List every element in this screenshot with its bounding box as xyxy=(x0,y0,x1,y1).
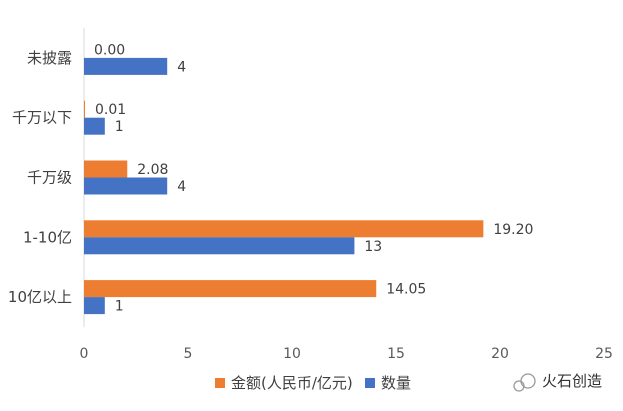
bar-count xyxy=(84,177,168,195)
bars xyxy=(84,57,484,315)
data-label: 13 xyxy=(364,239,382,255)
x-tick-label: 5 xyxy=(184,346,193,362)
axes: 0 5 10 15 20 25 xyxy=(80,28,613,362)
bar-count xyxy=(84,237,355,255)
x-tick-label: 0 xyxy=(80,346,89,362)
data-label: 1 xyxy=(115,119,124,135)
legend-swatch xyxy=(365,378,375,388)
bar-count xyxy=(84,57,168,75)
data-label: 4 xyxy=(177,179,186,195)
bar-count xyxy=(84,297,105,315)
x-tick-label: 15 xyxy=(387,346,405,362)
x-tick-label: 20 xyxy=(491,346,509,362)
x-tick-label: 25 xyxy=(595,346,613,362)
bar-amount xyxy=(84,160,128,178)
legend-label: 金额(人民币/亿元) xyxy=(231,374,353,392)
legend-swatch xyxy=(215,378,225,388)
bar-count xyxy=(84,117,105,135)
category-label: 10亿以上 xyxy=(8,288,72,306)
wechat-icon xyxy=(520,373,536,389)
legend: 金额(人民币/亿元) 数量 xyxy=(215,374,411,392)
bar-amount xyxy=(84,100,85,118)
legend-label: 数量 xyxy=(381,374,411,392)
data-label: 4 xyxy=(177,59,186,75)
watermark: 火石创造 xyxy=(513,372,602,392)
category-label: 千万级 xyxy=(27,169,72,187)
bar-amount xyxy=(84,220,484,238)
data-label: 1 xyxy=(115,299,124,315)
x-tick-label: 10 xyxy=(283,346,301,362)
data-label: 14.05 xyxy=(386,282,426,298)
category-label: 未披露 xyxy=(27,49,72,67)
category-label: 1-10亿 xyxy=(23,228,72,246)
watermark-text: 火石创造 xyxy=(542,372,602,390)
data-label: 2.08 xyxy=(137,162,168,178)
category-label: 千万以下 xyxy=(12,109,72,127)
data-label: 0.00 xyxy=(94,42,125,58)
data-label: 0.01 xyxy=(95,102,126,118)
wechat-icon-bubble xyxy=(513,380,525,392)
data-label: 19.20 xyxy=(493,222,533,238)
bar-amount xyxy=(84,280,377,298)
